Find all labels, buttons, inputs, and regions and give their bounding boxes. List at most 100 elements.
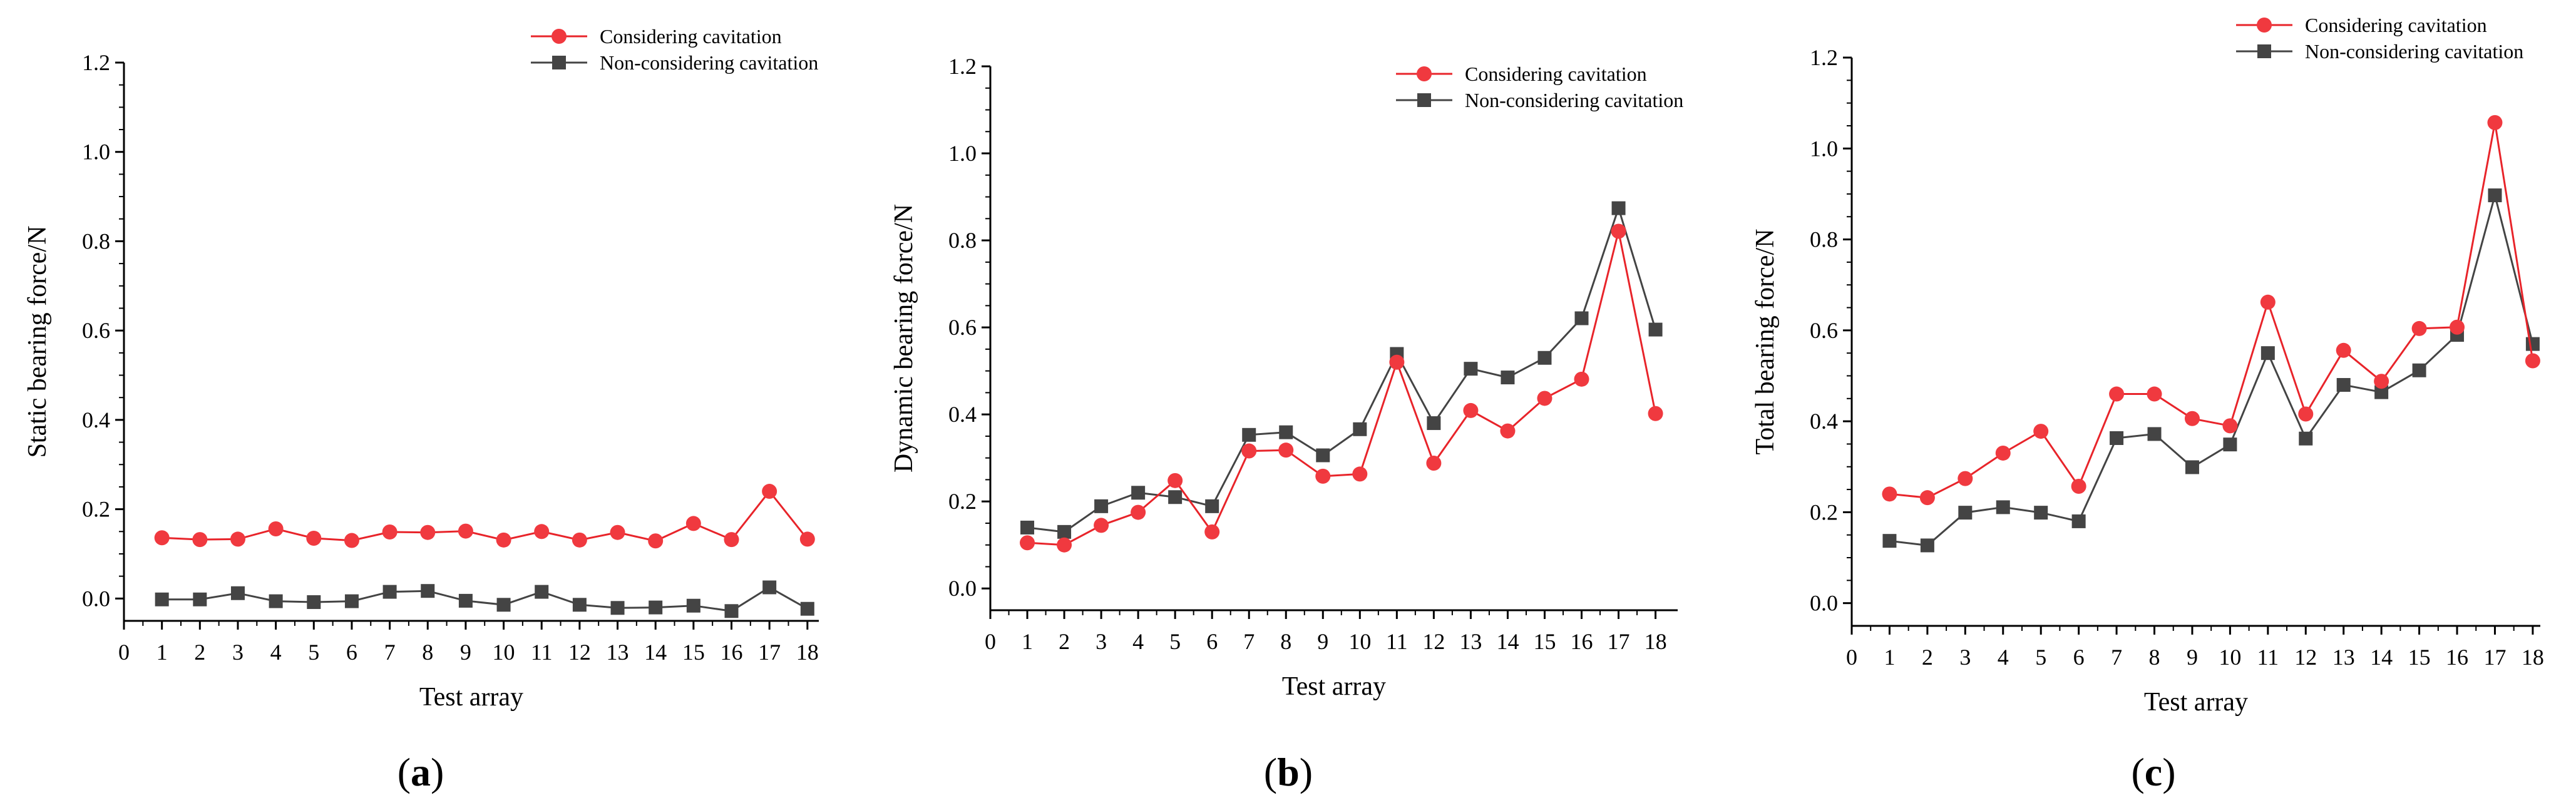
x-tick-label: 17 [758, 640, 781, 665]
data-point-considering [1500, 423, 1516, 439]
x-tick-label: 2 [1059, 629, 1070, 654]
x-tick-label: 15 [682, 640, 705, 665]
data-point-non-considering [1353, 422, 1367, 436]
x-tick-label: 9 [460, 640, 471, 665]
data-point-considering [2487, 115, 2503, 130]
data-point-non-considering [496, 598, 511, 612]
data-point-non-considering [535, 585, 549, 599]
x-tick-label: 13 [1459, 629, 1482, 654]
data-point-considering [1131, 504, 1146, 520]
x-tick-label: 12 [1422, 629, 1445, 654]
data-point-considering [268, 521, 284, 536]
x-tick-label: 17 [2483, 645, 2506, 670]
x-tick-label: 1 [1022, 629, 1033, 654]
data-point-non-considering [1501, 371, 1515, 385]
data-point-considering [1537, 391, 1552, 406]
data-point-non-considering [1920, 538, 1934, 553]
x-tick-label: 1 [1884, 645, 1895, 670]
x-tick-label: 2 [194, 640, 205, 665]
data-point-considering [1315, 468, 1331, 484]
data-point-non-considering [421, 584, 435, 598]
chart-panel-b: 0.00.20.40.60.81.01.20 1 2 3 4 5 6 7 8 9 10 11 12 13 1… [890, 54, 1683, 701]
data-point-non-considering [344, 594, 359, 608]
legend-label-non-considering: Non-considering cavitation [2305, 40, 2523, 63]
x-tick-label: 13 [2332, 645, 2355, 670]
legend-label-non-considering: Non-considering cavitation [600, 51, 818, 74]
panel-label-c: (c) [2131, 750, 2175, 794]
x-tick-label: 13 [607, 640, 629, 665]
x-tick-label: 5 [2035, 645, 2046, 670]
data-point-non-considering [2412, 363, 2426, 377]
data-point-considering [306, 530, 322, 546]
legend-label-considering: Considering cavitation [600, 25, 782, 48]
data-point-non-considering [800, 601, 814, 616]
data-point-considering [1204, 524, 1220, 540]
data-point-considering [230, 531, 245, 547]
data-point-considering [1352, 466, 1368, 482]
data-point-non-considering [572, 598, 587, 612]
y-tick-label: 0.0 [948, 576, 977, 601]
y-tick-label: 0.0 [82, 586, 110, 611]
y-tick-label: 0.6 [82, 318, 110, 343]
x-tick-label: 18 [796, 640, 819, 665]
y-axis-title: Total bearing force/N [1751, 229, 1780, 455]
y-tick-label: 0.4 [82, 407, 110, 432]
data-point-non-considering [1958, 506, 1973, 520]
x-tick-label: 8 [1280, 629, 1291, 654]
data-point-considering [1426, 456, 1442, 471]
y-tick-label: 0.8 [948, 228, 977, 253]
data-point-non-considering [193, 592, 207, 606]
data-point-considering [648, 533, 664, 549]
data-point-considering [572, 532, 587, 548]
data-point-non-considering [2374, 385, 2389, 399]
x-tick-label: 2 [1922, 645, 1933, 670]
x-tick-label: 4 [270, 640, 282, 665]
x-tick-label: 10 [2219, 645, 2241, 670]
data-point-considering [2411, 320, 2427, 336]
data-point-non-considering [1882, 534, 1897, 548]
y-tick-label: 0.2 [82, 497, 110, 522]
y-tick-label: 0.4 [948, 402, 977, 427]
x-tick-label: 12 [568, 640, 591, 665]
x-tick-label: 9 [1317, 629, 1328, 654]
data-point-considering [1919, 490, 1935, 506]
x-tick-label: 7 [2111, 645, 2122, 670]
data-point-non-considering [230, 586, 245, 600]
data-point-considering [2071, 478, 2086, 494]
y-tick-label: 1.0 [948, 141, 977, 166]
y-tick-label: 1.2 [82, 50, 110, 75]
data-point-considering [154, 530, 170, 546]
data-point-considering [344, 533, 359, 548]
series-line-considering-c [1889, 122, 2534, 499]
x-tick-label: 12 [2294, 645, 2317, 670]
x-tick-label: 14 [2370, 645, 2393, 670]
data-point-non-considering [1316, 448, 1330, 463]
y-tick-label: 0.2 [1810, 499, 1838, 524]
x-tick-label: 3 [1959, 645, 1971, 670]
legend-marker-non-considering [552, 56, 566, 69]
legend-marker-non-considering [2257, 44, 2271, 58]
data-point-non-considering [1279, 425, 1293, 439]
legend-marker-considering [1417, 66, 1432, 81]
chart-panel-a: 0.00.20.40.60.81.01.20 1 2 3 4 5 6 7 8 9 10 11 12 13 1… [23, 25, 819, 712]
data-point-considering [2260, 294, 2276, 310]
x-axis-title: Test array [2144, 688, 2248, 717]
series-line-non-considering-b [1027, 205, 1657, 533]
y-tick-label: 0.6 [1810, 318, 1838, 343]
y-tick-label: 0.4 [1810, 409, 1838, 434]
x-tick-label: 4 [1998, 645, 2009, 670]
y-tick-label: 0.8 [82, 228, 110, 253]
legend-label-considering: Considering cavitation [2305, 14, 2487, 36]
data-point-considering [458, 523, 473, 539]
data-point-considering [2336, 342, 2351, 358]
series-line-non-considering-c [1889, 192, 2534, 546]
x-tick-label: 18 [2522, 645, 2544, 670]
x-tick-label: 7 [1243, 629, 1255, 654]
data-point-considering [2222, 418, 2238, 434]
data-point-non-considering [724, 604, 739, 618]
y-tick-label: 0.6 [948, 315, 977, 340]
data-point-considering [534, 524, 550, 540]
data-point-non-considering [649, 600, 663, 615]
y-tick-label: 1.2 [948, 54, 977, 79]
